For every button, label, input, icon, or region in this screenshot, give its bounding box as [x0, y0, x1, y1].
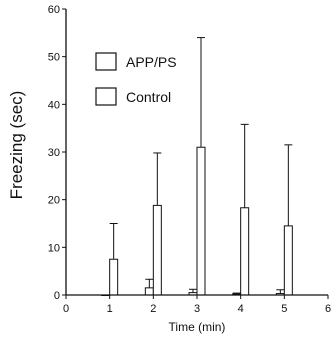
- legend-label-control: Control: [126, 89, 171, 105]
- legend-swatch-control: [95, 87, 117, 106]
- x-tick-label: 3: [194, 303, 200, 315]
- y-tick-label: 30: [48, 147, 60, 159]
- legend: APP/PS Control: [95, 52, 177, 106]
- bar-control: [109, 258, 119, 296]
- bar-control: [196, 146, 206, 296]
- legend-label-app-ps: APP/PS: [126, 54, 177, 70]
- bars-layer: [101, 146, 293, 296]
- x-axis-title: Time (min): [169, 320, 226, 334]
- error-bars-layer: [109, 37, 293, 295]
- bar-control: [283, 225, 293, 296]
- ticks-layer: 0 10 20 30 40 50 60 0 1 2 3 4 5 6: [48, 4, 331, 315]
- y-axis-title: Freezing (sec): [7, 91, 26, 200]
- bar-app-ps: [144, 287, 154, 296]
- y-tick-label: 40: [48, 99, 60, 111]
- y-tick-label: 50: [48, 52, 60, 64]
- x-tick-label: 1: [107, 303, 113, 315]
- x-tick-label: 0: [63, 303, 69, 315]
- y-tick-label: 10: [48, 242, 60, 254]
- bar-control: [240, 207, 250, 296]
- legend-swatch-app-ps: [95, 52, 117, 71]
- y-tick-label: 20: [48, 195, 60, 207]
- x-tick-label: 6: [325, 303, 331, 315]
- x-tick-label: 4: [238, 303, 244, 315]
- bar-control: [152, 204, 162, 296]
- y-tick-label: 60: [48, 4, 60, 16]
- x-tick-label: 5: [281, 303, 287, 315]
- y-tick-label: 0: [54, 290, 60, 302]
- x-tick-label: 2: [150, 303, 156, 315]
